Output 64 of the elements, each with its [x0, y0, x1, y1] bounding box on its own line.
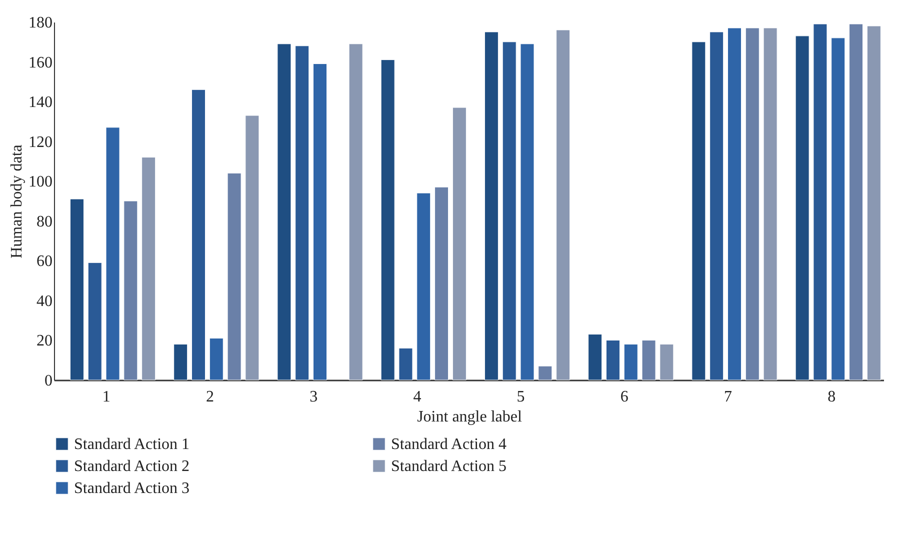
- bar: [813, 24, 828, 380]
- x-tick-label: 6: [620, 388, 628, 406]
- bar: [106, 127, 120, 380]
- bar: [727, 28, 742, 380]
- bar: [313, 64, 328, 380]
- bar: [795, 36, 810, 380]
- x-tick-label: 7: [724, 388, 732, 406]
- y-tick-label: 120: [28, 134, 52, 151]
- bar: [434, 186, 449, 380]
- legend-label: Standard Action 1: [74, 436, 190, 453]
- x-tick-label: 8: [828, 388, 836, 406]
- bar: [624, 344, 638, 380]
- bar: [227, 172, 242, 380]
- bar: [484, 32, 498, 380]
- bar: [520, 44, 534, 380]
- legend-label: Standard Action 3: [74, 480, 190, 497]
- bar: [660, 344, 674, 380]
- bar: [348, 44, 363, 380]
- legend-label: Standard Action 2: [74, 458, 190, 475]
- bar: [831, 38, 846, 380]
- y-tick-label: 0: [44, 372, 52, 390]
- bar: [606, 340, 620, 380]
- bar: [380, 60, 395, 380]
- bar: [174, 344, 188, 380]
- bar: [866, 26, 881, 380]
- y-tick-label: 80: [36, 213, 52, 230]
- bar: [556, 30, 570, 380]
- bar: [763, 28, 778, 380]
- bar: [588, 334, 602, 380]
- legend-label: Standard Action 5: [391, 458, 507, 475]
- x-tick-label: 2: [206, 388, 214, 406]
- bar: [209, 338, 224, 380]
- x-tick-label: 1: [102, 388, 110, 406]
- x-axis-title: Joint angle label: [417, 408, 522, 426]
- bar: [245, 115, 260, 380]
- bar: [88, 262, 102, 380]
- x-tick-label: 4: [413, 388, 422, 406]
- bar: [70, 198, 84, 380]
- y-tick-label: 40: [36, 292, 52, 310]
- bar: [642, 340, 656, 380]
- y-tick-label: 180: [28, 14, 52, 32]
- bar: [277, 44, 292, 380]
- bar: [142, 156, 156, 380]
- bar: [452, 107, 466, 380]
- bar: [398, 348, 413, 380]
- y-tick-label: 100: [28, 174, 52, 191]
- x-tick-label: 5: [516, 388, 525, 406]
- bar: [538, 366, 552, 380]
- y-tick-label: 60: [36, 253, 52, 270]
- y-tick-label: 160: [28, 54, 52, 72]
- bar: [849, 24, 864, 380]
- bar: [745, 28, 760, 380]
- y-axis-title: Human body data: [8, 144, 26, 258]
- bar: [416, 192, 431, 380]
- bar: [710, 32, 724, 380]
- bar: [124, 200, 138, 380]
- y-tick-label: 20: [36, 332, 52, 350]
- bar: [191, 89, 206, 380]
- legend-label: Standard Action 4: [391, 436, 507, 453]
- y-tick-label: 140: [28, 94, 52, 112]
- bar: [502, 42, 516, 380]
- x-tick-label: 3: [310, 388, 318, 406]
- bar: [692, 42, 706, 380]
- bar: [295, 46, 310, 380]
